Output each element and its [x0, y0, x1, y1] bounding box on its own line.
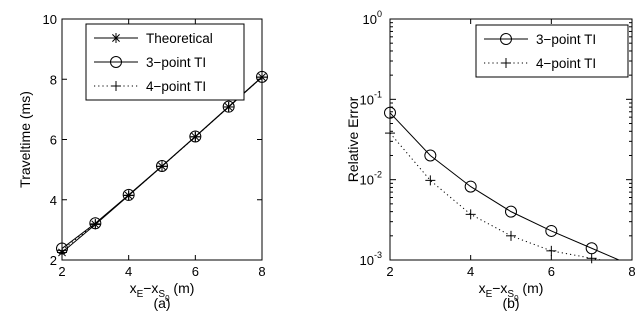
- x-tick-label: 8: [258, 264, 265, 279]
- y-tick-label: 10-1: [360, 89, 382, 107]
- y-tick-label: 10: [43, 12, 57, 27]
- panel-b-relative-error-chart: 2 4 6 8 10-3 10-2 10-1 100 xE−xS0 (m) Relative Er…: [345, 9, 636, 311]
- panel-label: (a): [153, 295, 170, 311]
- y-tick-label: 100: [363, 9, 382, 27]
- data-point-1: [222, 100, 235, 113]
- data-point-2: [190, 131, 201, 142]
- plot-frame: [389, 18, 633, 261]
- data-point-1: [189, 130, 202, 143]
- data-point-2: [90, 218, 101, 229]
- data-point-1: [256, 70, 268, 83]
- legend-marker-0: [111, 33, 121, 43]
- y-tick-label: 2: [50, 253, 57, 268]
- legend-label-2: 4−point TI: [146, 79, 206, 94]
- data-point-2: [257, 72, 267, 83]
- data-point-0: [424, 149, 437, 162]
- series-line-0: [390, 112, 621, 260]
- legend-label-0: Theoretical: [146, 31, 213, 46]
- x-tick-label: 8: [628, 264, 635, 279]
- data-point-0: [384, 106, 396, 119]
- legend: Theoretical 3−point TI 4−point TI: [85, 23, 245, 101]
- data-point-2: [157, 161, 167, 172]
- panel-a-traveltime-chart: 2 4 6 8 2 4 6 8 10 xE−xS0 (m) Traveltime (ms) (a) Th…: [17, 12, 268, 311]
- legend: 3−point TI 4−point TI: [475, 24, 629, 78]
- legend-marker-0: [500, 33, 512, 45]
- plot-area: [390, 112, 621, 260]
- x-tick-label: 4: [467, 264, 474, 279]
- data-point-0: [545, 224, 558, 237]
- y-tick-label: 6: [50, 133, 57, 148]
- x-tick-label: 6: [192, 264, 199, 279]
- y-tick-label: 10-2: [360, 170, 382, 188]
- legend-label-1: 3−point TI: [146, 55, 206, 70]
- data-point-1: [385, 128, 395, 139]
- data-point-0: [464, 180, 477, 193]
- x-tick-label: 6: [548, 264, 555, 279]
- x-tick-label: 4: [125, 264, 132, 279]
- x-axis-label: xE−xS0 (m): [479, 280, 544, 303]
- legend-marker-1: [501, 58, 511, 68]
- y-axis-label: Traveltime (ms): [17, 91, 33, 188]
- legend-label-1: 4−point TI: [536, 56, 596, 71]
- x-axis-label: xE−xS0 (m): [130, 280, 195, 303]
- legend-label-0: 3−point TI: [536, 32, 596, 47]
- data-point-1: [425, 175, 436, 186]
- legend-box: [475, 24, 629, 78]
- y-tick-label: 4: [50, 193, 57, 208]
- series-line-1: [390, 132, 604, 260]
- data-point-1: [465, 209, 476, 220]
- y-tick-label: 8: [50, 72, 57, 87]
- data-point-0: [505, 205, 517, 218]
- x-tick-label: 2: [58, 264, 65, 279]
- data-point-1: [546, 245, 557, 256]
- data-point-1: [156, 160, 168, 173]
- data-point-1: [586, 253, 597, 264]
- data-point-2: [223, 101, 234, 112]
- panel-label: (b): [502, 295, 519, 311]
- y-axis-label: Relative Error: [345, 96, 361, 182]
- data-point-2: [123, 190, 134, 201]
- y-tick-label: 10-3: [360, 250, 382, 268]
- x-tick-label: 2: [386, 264, 393, 279]
- legend-marker-2: [111, 81, 121, 91]
- data-point-1: [122, 188, 135, 201]
- data-point-1: [506, 230, 516, 241]
- data-point-2: [57, 245, 67, 256]
- legend-marker-1: [110, 56, 122, 68]
